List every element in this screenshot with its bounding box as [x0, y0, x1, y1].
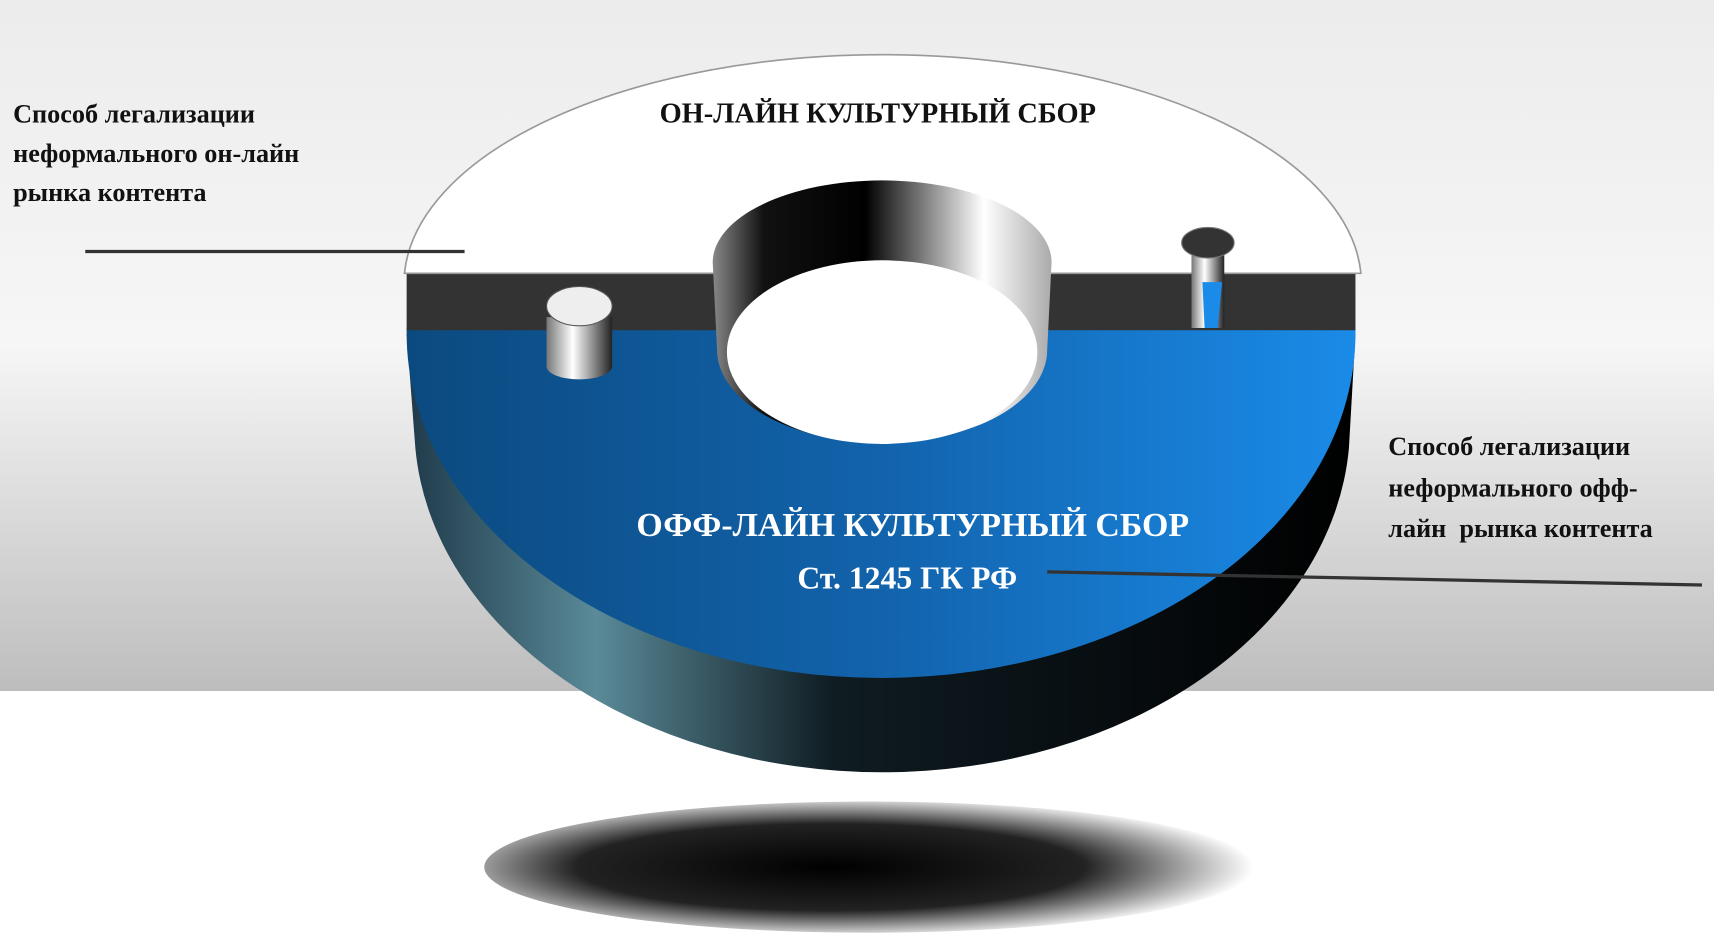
- left-note-line: неформального он-лайн: [13, 139, 299, 168]
- left-pin-top: [546, 285, 613, 327]
- right-note-line: лайн рынка контента: [1388, 514, 1653, 543]
- offline-article: Ст. 1245 ГК РФ: [797, 560, 1017, 595]
- disk-offline-face: [406, 328, 1356, 678]
- shadow: [484, 801, 1254, 933]
- disk-online-face: [403, 53, 1362, 275]
- hole-opening: [726, 260, 1038, 444]
- right-note-line: Способ легализации: [1388, 432, 1630, 461]
- right-notch-top: [1181, 226, 1235, 259]
- offline-title: ОФФ-ЛАЙН КУЛЬТУРНЫЙ СБОР: [636, 507, 1189, 544]
- left-note-line: Способ легализации: [13, 99, 255, 128]
- right-note-line: неформального офф-: [1388, 473, 1637, 502]
- left-note-line: рынка контента: [13, 178, 206, 207]
- right-pointer: [1047, 570, 1703, 587]
- right-notch-blue: [1202, 282, 1223, 329]
- left-pin: [546, 317, 613, 380]
- online-title: ОН-ЛАЙН КУЛЬТУРНЫЙ СБОР: [660, 96, 1096, 129]
